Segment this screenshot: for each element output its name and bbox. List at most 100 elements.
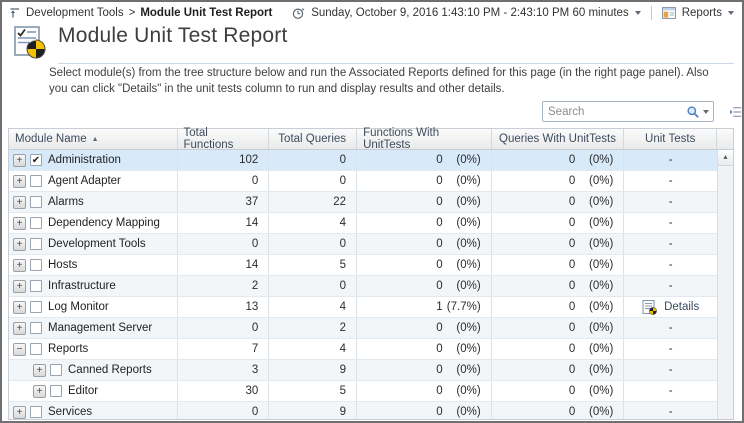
breadcrumb-parent[interactable]: Development Tools — [26, 7, 124, 19]
module-checkbox[interactable] — [30, 175, 42, 187]
scrollbar-track[interactable] — [718, 167, 733, 419]
queries-unittest-count: 0 — [568, 385, 576, 397]
search-input[interactable] — [543, 105, 686, 118]
unit-tests-empty: - — [668, 238, 673, 250]
table-row[interactable]: + Dependency Mapping 14 4 0 (0%) 0 (0%) - — [9, 213, 717, 234]
module-checkbox[interactable] — [30, 406, 42, 418]
magnifier-icon[interactable] — [686, 105, 700, 119]
module-name-label: Services — [48, 406, 93, 418]
functions-unittest-count: 0 — [436, 364, 443, 376]
module-checkbox[interactable]: ✔ — [30, 154, 42, 166]
total-functions-cell: 13 — [178, 297, 270, 317]
functions-with-unittests-cell: 0 (0%) — [357, 150, 492, 170]
module-checkbox[interactable] — [30, 259, 42, 271]
module-name-label: Administration — [48, 154, 121, 166]
queries-with-unittests-cell: 0 (0%) — [492, 402, 625, 419]
queries-unittest-count: 0 — [568, 175, 576, 187]
breadcrumb-separator: > — [128, 7, 136, 19]
column-header-module-name[interactable]: Module Name ▲ — [9, 129, 178, 149]
expand-toggle[interactable]: + — [13, 279, 26, 293]
queries-unittest-percent: (0%) — [589, 280, 614, 292]
expand-toggle[interactable]: + — [13, 405, 26, 419]
unit-tests-empty: - — [668, 196, 673, 208]
table-row[interactable]: + Hosts 14 5 0 (0%) 0 (0%) - — [9, 255, 717, 276]
queries-with-unittests-cell: 0 (0%) — [492, 339, 625, 359]
table-row[interactable]: + Services 0 9 0 (0%) 0 (0%) - — [9, 402, 717, 419]
table-row[interactable]: + Editor 30 5 0 (0%) 0 (0%) - — [9, 381, 717, 402]
total-functions-cell: 0 — [178, 234, 270, 254]
functions-with-unittests-cell: 1 (7.7%) — [357, 297, 492, 317]
search-box[interactable] — [542, 101, 714, 122]
scrollbar-up-arrow[interactable]: ▲ — [718, 150, 733, 166]
unit-tests-empty: - — [668, 406, 673, 418]
expand-toggle[interactable]: + — [13, 300, 26, 314]
topbar-divider — [650, 6, 652, 20]
module-checkbox[interactable] — [30, 322, 42, 334]
module-checkbox[interactable] — [50, 364, 62, 376]
module-checkbox[interactable] — [30, 343, 42, 355]
queries-unittest-percent: (0%) — [589, 175, 614, 187]
unit-tests-empty: - — [668, 322, 673, 334]
table-row[interactable]: + Log Monitor 13 4 1 (7.7%) 0 (0%) Details — [9, 297, 717, 318]
details-link[interactable]: Details — [642, 299, 699, 315]
expand-toggle[interactable]: + — [13, 258, 26, 272]
reports-dropdown-arrow[interactable] — [728, 11, 734, 15]
queries-unittest-count: 0 — [568, 217, 576, 229]
total-queries-cell: 2 — [269, 318, 358, 338]
queries-with-unittests-cell: 0 (0%) — [492, 255, 625, 275]
table-row[interactable]: + Infrastructure 2 0 0 (0%) 0 (0%) - — [9, 276, 717, 297]
table-row[interactable]: − Reports 7 4 0 (0%) 0 (0%) - — [9, 339, 717, 360]
queries-unittest-count: 0 — [568, 280, 576, 292]
module-checkbox[interactable] — [30, 301, 42, 313]
column-chooser-icon[interactable] — [730, 104, 742, 120]
queries-unittest-count: 0 — [568, 322, 576, 334]
expand-toggle[interactable]: + — [13, 153, 26, 167]
column-header-total-functions[interactable]: Total Functions — [178, 127, 270, 151]
reports-menu[interactable]: Reports — [681, 7, 722, 19]
module-name-label: Agent Adapter — [48, 175, 121, 187]
expand-toggle[interactable]: + — [33, 384, 46, 398]
queries-unittest-count: 0 — [568, 238, 576, 250]
time-range-selector[interactable]: Sunday, October 9, 2016 1:43:10 PM - 2:4… — [311, 7, 629, 19]
expand-toggle[interactable]: + — [13, 174, 26, 188]
module-checkbox[interactable] — [50, 385, 62, 397]
column-header-functions-with-unittests[interactable]: Functions With UnitTests — [357, 127, 492, 151]
module-checkbox[interactable] — [30, 217, 42, 229]
unit-test-report-icon — [14, 26, 46, 59]
queries-unittest-count: 0 — [568, 301, 576, 313]
table-row[interactable]: + Management Server 0 2 0 (0%) 0 (0%) - — [9, 318, 717, 339]
module-checkbox[interactable] — [30, 280, 42, 292]
vertical-scrollbar[interactable]: ▲ — [717, 150, 733, 419]
total-queries-cell: 5 — [269, 381, 358, 401]
module-name-label: Canned Reports — [68, 364, 152, 376]
queries-unittest-percent: (0%) — [589, 259, 614, 271]
unit-tests-cell: - — [624, 402, 717, 419]
expand-toggle[interactable]: + — [13, 216, 26, 230]
navigate-up-icon[interactable] — [9, 7, 21, 19]
column-header-unit-tests[interactable]: Unit Tests — [624, 129, 718, 149]
expand-toggle[interactable]: + — [13, 195, 26, 209]
functions-unittest-percent: (0%) — [456, 280, 481, 292]
table-row[interactable]: + ✔ Administration 102 0 0 (0%) 0 (0%) - — [9, 150, 717, 171]
table-row[interactable]: + Agent Adapter 0 0 0 (0%) 0 (0%) - — [9, 171, 717, 192]
queries-with-unittests-cell: 0 (0%) — [492, 297, 625, 317]
table-row[interactable]: + Alarms 37 22 0 (0%) 0 (0%) - — [9, 192, 717, 213]
time-range-dropdown-arrow[interactable] — [634, 11, 641, 15]
queries-unittest-percent: (0%) — [589, 301, 614, 313]
table-row[interactable]: + Development Tools 0 0 0 (0%) 0 (0%) - — [9, 234, 717, 255]
module-checkbox[interactable] — [30, 196, 42, 208]
table-row[interactable]: + Canned Reports 3 9 0 (0%) 0 (0%) - — [9, 360, 717, 381]
search-options-dropdown-arrow[interactable] — [703, 109, 709, 114]
expand-toggle[interactable]: + — [13, 321, 26, 335]
module-checkbox[interactable] — [30, 238, 42, 250]
functions-with-unittests-cell: 0 (0%) — [357, 381, 492, 401]
collapse-toggle[interactable]: − — [13, 342, 26, 356]
total-queries-cell: 9 — [269, 360, 358, 380]
expand-toggle[interactable]: + — [33, 363, 46, 377]
queries-unittest-percent: (0%) — [589, 217, 614, 229]
column-header-queries-with-unittests[interactable]: Queries With UnitTests — [492, 129, 625, 149]
column-header-total-queries[interactable]: Total Queries — [269, 129, 358, 149]
expand-toggle[interactable]: + — [13, 237, 26, 251]
queries-unittest-percent: (0%) — [589, 343, 614, 355]
module-name-cell: − Reports — [9, 339, 178, 359]
